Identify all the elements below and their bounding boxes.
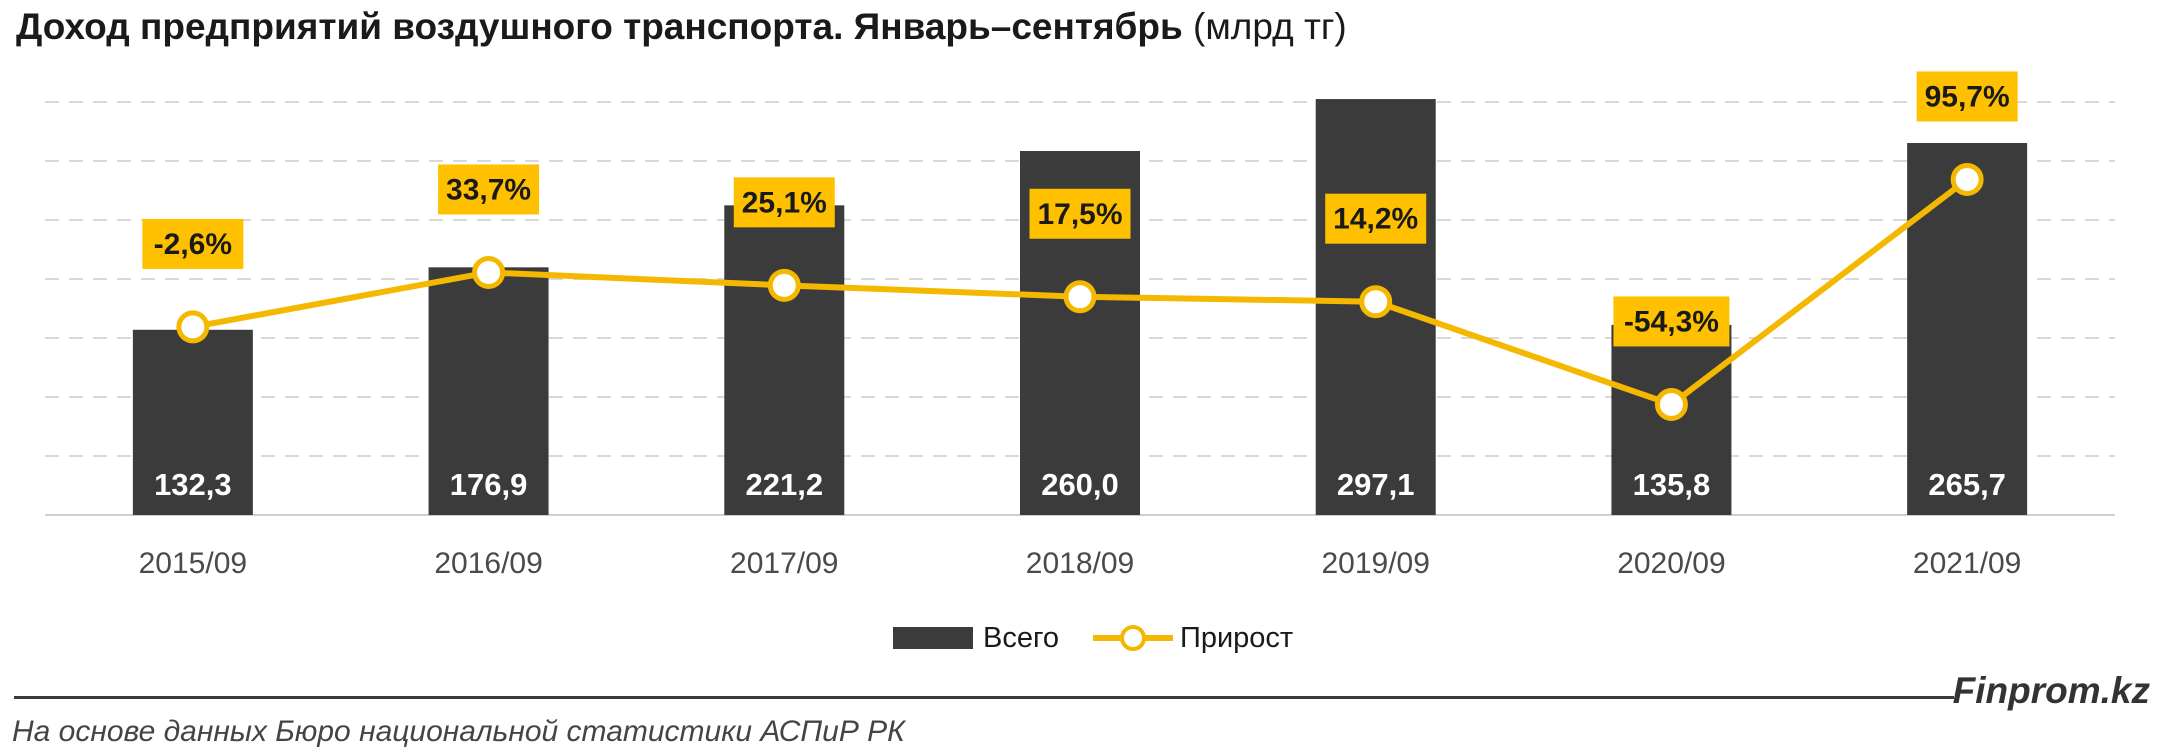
source-note: На основе данных Бюро национальной стати… bbox=[12, 715, 905, 748]
line-value-label: 25,1% bbox=[742, 186, 827, 219]
bar-value-label: 260,0 bbox=[1041, 467, 1119, 502]
line-series bbox=[176, 162, 1984, 421]
bar-value-label: 221,2 bbox=[745, 467, 823, 502]
bar bbox=[1907, 143, 2028, 515]
bar-value-label: 265,7 bbox=[1928, 467, 2006, 502]
line-point bbox=[1359, 285, 1393, 319]
chart-title: Доход предприятий воздушного транспорта.… bbox=[16, 6, 1347, 48]
footer-divider bbox=[14, 696, 1954, 699]
line-point bbox=[1654, 387, 1688, 421]
line-label-box bbox=[1325, 193, 1427, 244]
line-label-box bbox=[142, 218, 244, 269]
chart-title-unit: (млрд тг) bbox=[1193, 6, 1347, 47]
x-tick-label: 2015/09 bbox=[139, 547, 247, 580]
line-value-labels: -2,6% 33,7% 25,1% 17,5% 14,2% -54,3% 95,7% bbox=[142, 71, 2018, 347]
line-point bbox=[1063, 280, 1097, 314]
line-value-label: -2,6% bbox=[154, 228, 232, 261]
x-tick-label: 2017/09 bbox=[730, 547, 838, 580]
chart-title-main: Доход предприятий воздушного транспорта.… bbox=[16, 6, 1183, 47]
legend-label-line: Прирост bbox=[1180, 622, 1293, 654]
bar bbox=[428, 267, 549, 515]
legend-label-bar: Всего bbox=[983, 622, 1059, 654]
line-value-label: 33,7% bbox=[446, 173, 531, 206]
line-label-box bbox=[1916, 71, 2018, 122]
bar-value-labels: 132,3 176,9 221,2 260,0 297,1 135,8 265,7 bbox=[154, 467, 2006, 502]
line-value-label: 14,2% bbox=[1333, 203, 1418, 236]
brand-label: Finprom.kz bbox=[1952, 670, 2150, 711]
bar-value-label: 176,9 bbox=[450, 467, 528, 502]
x-tick-label: 2018/09 bbox=[1026, 547, 1134, 580]
line-point bbox=[1950, 162, 1984, 196]
x-tick-label: 2019/09 bbox=[1321, 547, 1429, 580]
legend-marker-line bbox=[1120, 625, 1146, 651]
line-value-label: -54,3% bbox=[1624, 305, 1719, 338]
bar-value-label: 135,8 bbox=[1633, 467, 1711, 502]
bar-value-label: 297,1 bbox=[1337, 467, 1415, 502]
line-value-label: 17,5% bbox=[1037, 198, 1122, 231]
line-point bbox=[767, 268, 801, 302]
line-label-box bbox=[1029, 188, 1131, 239]
x-tick-label: 2016/09 bbox=[434, 547, 542, 580]
line-label-box bbox=[733, 177, 835, 228]
x-tick-label: 2020/09 bbox=[1617, 547, 1725, 580]
bar-value-label: 132,3 bbox=[154, 467, 232, 502]
line-value-label: 95,7% bbox=[1925, 80, 2010, 113]
bar bbox=[724, 205, 845, 515]
x-axis-ticks: 2015/09 2016/09 2017/09 2018/09 2019/09 2020/… bbox=[139, 547, 2022, 580]
chart-area: 132,3 176,9 221,2 260,0 297,1 135,8 265,7 -2,6… bbox=[45, 71, 2115, 654]
line-label-box bbox=[438, 164, 540, 215]
legend: Всего Прирост bbox=[893, 622, 1293, 654]
line-point bbox=[176, 310, 210, 344]
line-point bbox=[472, 255, 506, 289]
x-tick-label: 2021/09 bbox=[1913, 547, 2021, 580]
legend-swatch-bar bbox=[893, 627, 973, 649]
line-label-box bbox=[1613, 296, 1730, 347]
bar bbox=[132, 329, 253, 515]
